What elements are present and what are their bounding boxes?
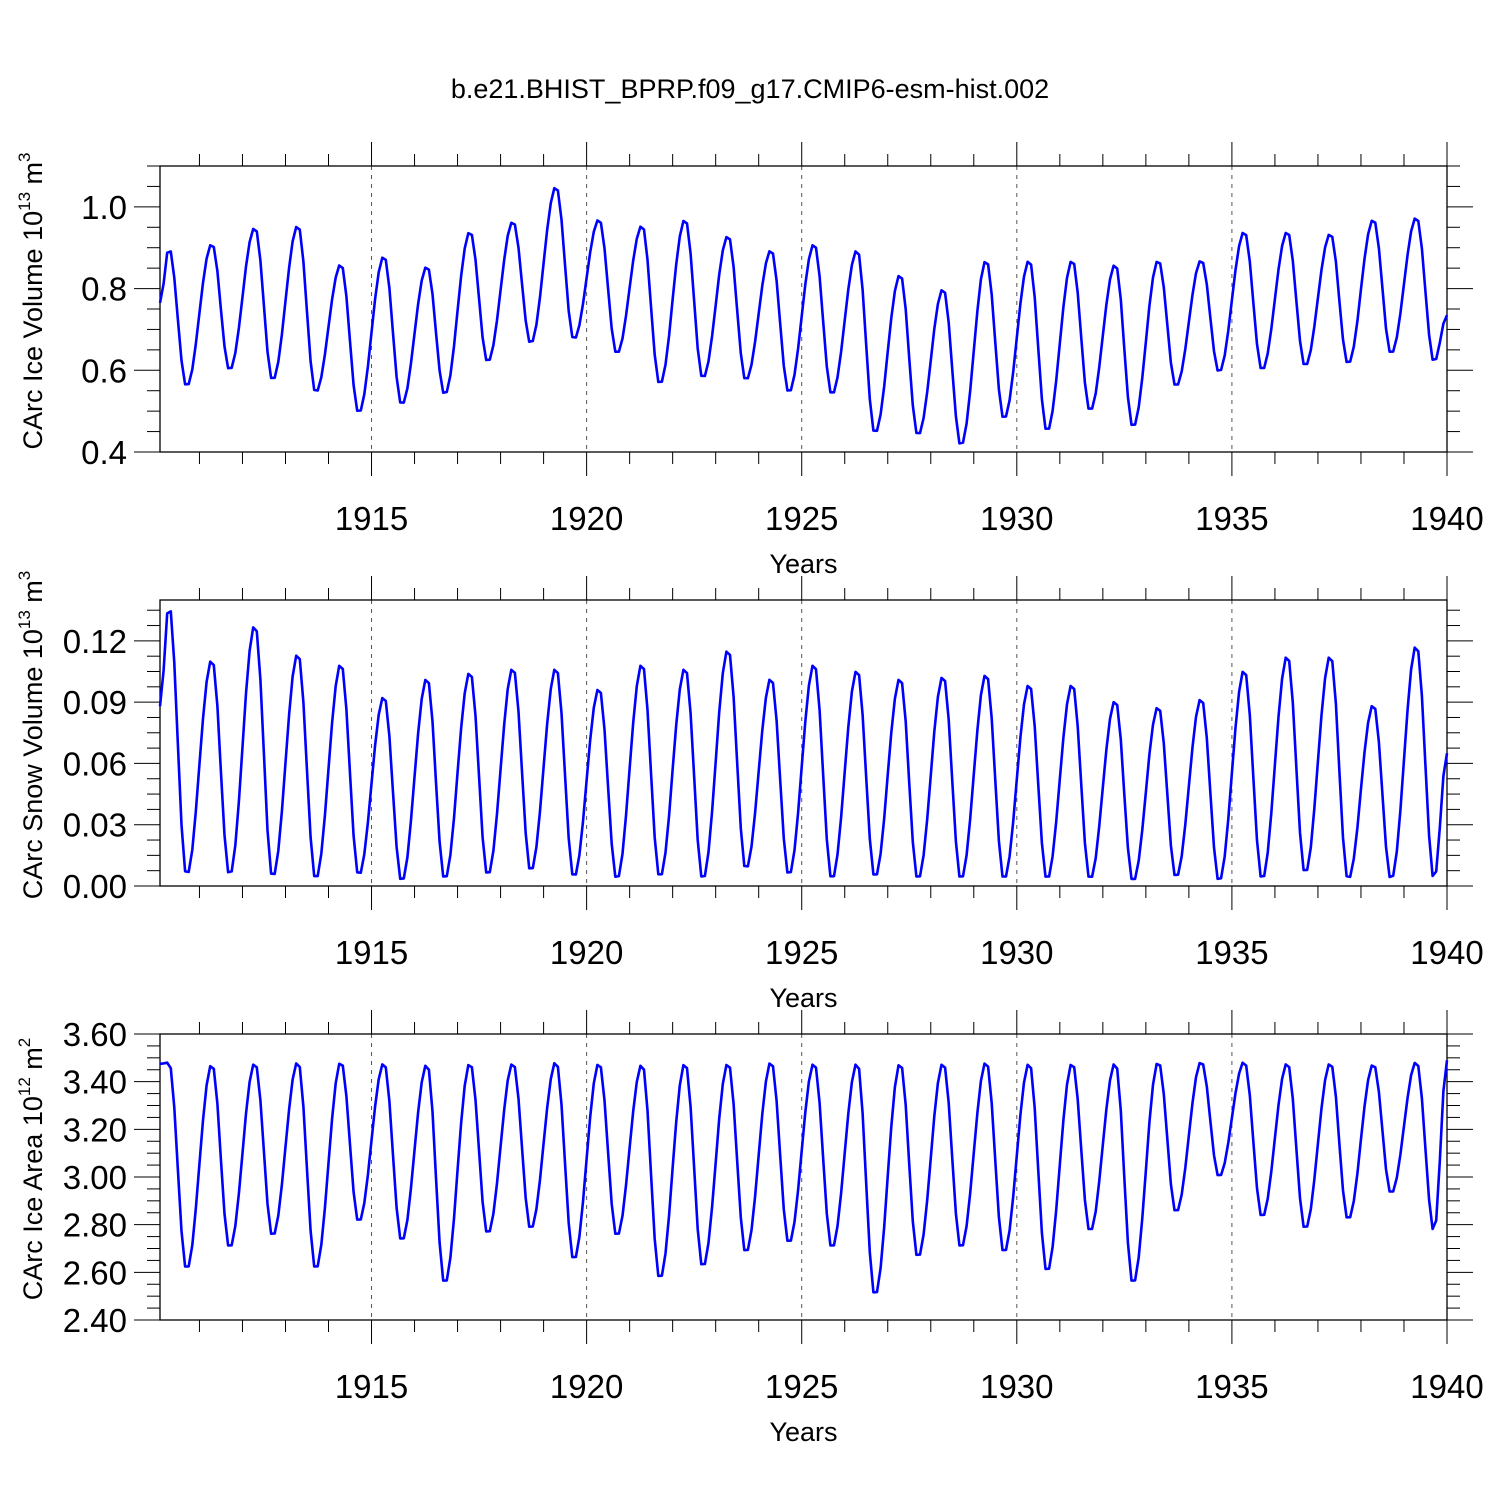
y-axis-label: CArc Ice Area 1012 m2 bbox=[15, 1038, 48, 1301]
y-tick-label: 0.6 bbox=[81, 352, 127, 389]
x-tick-label-1925: 1925 bbox=[765, 1368, 838, 1405]
x-tick-label-1925: 1925 bbox=[765, 500, 838, 537]
x-tick-label-1935: 1935 bbox=[1195, 500, 1268, 537]
y-tick-label: 2.40 bbox=[63, 1302, 127, 1339]
y-tick-label: 0.06 bbox=[63, 745, 127, 782]
y-tick-label: 3.60 bbox=[63, 1016, 127, 1053]
plot-frame-1 bbox=[159, 165, 1448, 453]
x-tick-label-1930: 1930 bbox=[980, 500, 1053, 537]
y-tick-label: 2.80 bbox=[63, 1207, 127, 1244]
x-tick-label-1925: 1925 bbox=[765, 934, 838, 971]
y-tick-label: 1.0 bbox=[81, 189, 127, 226]
x-tick-label-1940: 1940 bbox=[1410, 934, 1483, 971]
x-tick-label-1920: 1920 bbox=[550, 1368, 623, 1405]
x-tick-label-1930: 1930 bbox=[980, 1368, 1053, 1405]
x-tick-label-1920: 1920 bbox=[550, 934, 623, 971]
x-axis-label: Years bbox=[769, 983, 837, 1013]
y-tick-label: 0.8 bbox=[81, 271, 127, 308]
x-axis-label: Years bbox=[769, 1417, 837, 1447]
y-tick-label: 3.20 bbox=[63, 1111, 127, 1148]
y-tick-label: 0.4 bbox=[81, 434, 127, 471]
y-tick-label: 3.40 bbox=[63, 1064, 127, 1101]
y-axis-label: CArc Snow Volume 1013 m3 bbox=[15, 571, 48, 900]
y-tick-label: 3.00 bbox=[63, 1159, 127, 1196]
series-line-carc-ice-volume bbox=[158, 186, 1449, 445]
x-tick-label-1935: 1935 bbox=[1195, 1368, 1268, 1405]
x-tick-label-1915: 1915 bbox=[335, 500, 408, 537]
x-tick-label-1920: 1920 bbox=[550, 500, 623, 537]
x-tick-label-1930: 1930 bbox=[980, 934, 1053, 971]
x-tick-label-1935: 1935 bbox=[1195, 934, 1268, 971]
x-tick-label-1940: 1940 bbox=[1410, 1368, 1483, 1405]
y-tick-label: 2.60 bbox=[63, 1254, 127, 1291]
series-line-carc-ice-area bbox=[159, 1060, 1449, 1294]
y-axis-label: CArc Ice Volume 1013 m3 bbox=[15, 152, 48, 449]
y-tick-label: 0.09 bbox=[63, 684, 127, 721]
series-line-carc-snow-volume bbox=[158, 610, 1449, 881]
x-tick-label-1940: 1940 bbox=[1410, 500, 1483, 537]
plot-frame-3 bbox=[159, 1033, 1448, 1321]
y-tick-label: 0.12 bbox=[63, 623, 127, 660]
plot-frame-2 bbox=[159, 599, 1448, 887]
x-tick-label-1915: 1915 bbox=[335, 934, 408, 971]
x-tick-label-1915: 1915 bbox=[335, 1368, 408, 1405]
x-axis-label: Years bbox=[769, 549, 837, 579]
y-tick-label: 0.00 bbox=[63, 868, 127, 905]
y-tick-label: 0.03 bbox=[63, 807, 127, 844]
chart-title: b.e21.BHIST_BPRP.f09_g17.CMIP6-esm-hist.… bbox=[450, 74, 1050, 104]
